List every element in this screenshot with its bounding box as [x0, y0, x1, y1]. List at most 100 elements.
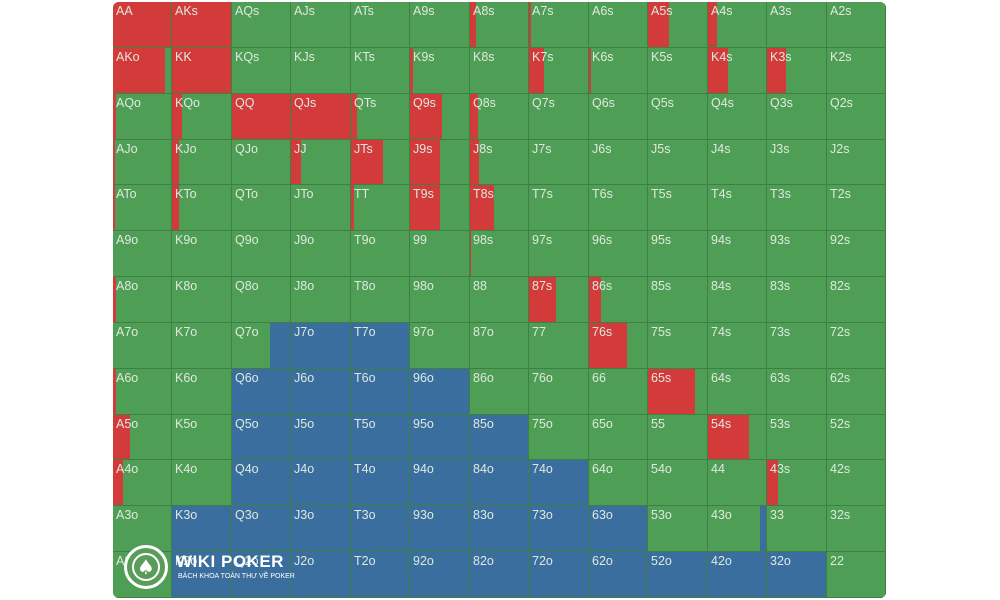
hand-cell-Q3s[interactable]: Q3s [767, 94, 827, 140]
hand-cell-A6s[interactable]: A6s [589, 2, 648, 48]
hand-cell-42s[interactable]: 42s [827, 460, 886, 506]
hand-cell-T4o[interactable]: T4o [351, 460, 410, 506]
hand-cell-98o[interactable]: 98o [410, 277, 470, 323]
hand-cell-J9s[interactable]: J9s [410, 140, 470, 185]
hand-cell-74s[interactable]: 74s [708, 323, 767, 369]
hand-cell-97s[interactable]: 97s [529, 231, 589, 277]
hand-cell-K5s[interactable]: K5s [648, 48, 708, 94]
hand-cell-32o[interactable]: 32o [767, 552, 827, 598]
hand-cell-K8s[interactable]: K8s [470, 48, 529, 94]
hand-cell-86s[interactable]: 86s [589, 277, 648, 323]
hand-cell-76o[interactable]: 76o [529, 369, 589, 415]
hand-cell-KTo[interactable]: KTo [172, 185, 232, 231]
hand-cell-42o[interactable]: 42o [708, 552, 767, 598]
hand-cell-85s[interactable]: 85s [648, 277, 708, 323]
hand-cell-KK[interactable]: KK [172, 48, 232, 94]
hand-cell-A7o[interactable]: A7o [113, 323, 172, 369]
hand-cell-A4s[interactable]: A4s [708, 2, 767, 48]
hand-cell-QQ[interactable]: QQ [232, 94, 291, 140]
hand-cell-J6s[interactable]: J6s [589, 140, 648, 185]
hand-cell-76s[interactable]: 76s [589, 323, 648, 369]
hand-cell-93o[interactable]: 93o [410, 506, 470, 552]
hand-cell-63s[interactable]: 63s [767, 369, 827, 415]
hand-cell-Q6s[interactable]: Q6s [589, 94, 648, 140]
hand-cell-A9s[interactable]: A9s [410, 2, 470, 48]
hand-cell-84s[interactable]: 84s [708, 277, 767, 323]
hand-cell-A8s[interactable]: A8s [470, 2, 529, 48]
hand-cell-ATs[interactable]: ATs [351, 2, 410, 48]
hand-cell-T2o[interactable]: T2o [351, 552, 410, 598]
hand-cell-QTs[interactable]: QTs [351, 94, 410, 140]
hand-cell-64o[interactable]: 64o [589, 460, 648, 506]
hand-cell-T8o[interactable]: T8o [351, 277, 410, 323]
hand-cell-87s[interactable]: 87s [529, 277, 589, 323]
hand-cell-55[interactable]: 55 [648, 415, 708, 460]
hand-cell-A3o[interactable]: A3o [113, 506, 172, 552]
hand-cell-85o[interactable]: 85o [470, 415, 529, 460]
hand-cell-K6s[interactable]: K6s [589, 48, 648, 94]
hand-cell-97o[interactable]: 97o [410, 323, 470, 369]
hand-cell-T9o[interactable]: T9o [351, 231, 410, 277]
hand-cell-J2o[interactable]: J2o [291, 552, 351, 598]
hand-cell-52s[interactable]: 52s [827, 415, 886, 460]
hand-cell-T8s[interactable]: T8s [470, 185, 529, 231]
hand-cell-22[interactable]: 22 [827, 552, 886, 598]
hand-cell-63o[interactable]: 63o [589, 506, 648, 552]
hand-cell-53s[interactable]: 53s [767, 415, 827, 460]
hand-cell-AJs[interactable]: AJs [291, 2, 351, 48]
hand-cell-K2o[interactable]: K2o [172, 552, 232, 598]
hand-cell-T5s[interactable]: T5s [648, 185, 708, 231]
hand-cell-KJs[interactable]: KJs [291, 48, 351, 94]
hand-cell-TT[interactable]: TT [351, 185, 410, 231]
hand-cell-AKo[interactable]: AKo [113, 48, 172, 94]
hand-cell-53o[interactable]: 53o [648, 506, 708, 552]
hand-cell-QJs[interactable]: QJs [291, 94, 351, 140]
hand-cell-J7o[interactable]: J7o [291, 323, 351, 369]
hand-cell-73o[interactable]: 73o [529, 506, 589, 552]
hand-cell-95s[interactable]: 95s [648, 231, 708, 277]
hand-cell-A8o[interactable]: A8o [113, 277, 172, 323]
hand-cell-65s[interactable]: 65s [648, 369, 708, 415]
hand-cell-Q8s[interactable]: Q8s [470, 94, 529, 140]
hand-cell-72o[interactable]: 72o [529, 552, 589, 598]
hand-cell-T3o[interactable]: T3o [351, 506, 410, 552]
hand-cell-82o[interactable]: 82o [470, 552, 529, 598]
hand-cell-74o[interactable]: 74o [529, 460, 589, 506]
hand-cell-J3o[interactable]: J3o [291, 506, 351, 552]
hand-cell-QJo[interactable]: QJo [232, 140, 291, 185]
hand-cell-K3s[interactable]: K3s [767, 48, 827, 94]
hand-cell-44[interactable]: 44 [708, 460, 767, 506]
hand-cell-T7o[interactable]: T7o [351, 323, 410, 369]
hand-cell-88[interactable]: 88 [470, 277, 529, 323]
hand-cell-99[interactable]: 99 [410, 231, 470, 277]
hand-cell-Q2s[interactable]: Q2s [827, 94, 886, 140]
hand-cell-33[interactable]: 33 [767, 506, 827, 552]
hand-cell-A9o[interactable]: A9o [113, 231, 172, 277]
hand-cell-J3s[interactable]: J3s [767, 140, 827, 185]
hand-cell-87o[interactable]: 87o [470, 323, 529, 369]
hand-cell-82s[interactable]: 82s [827, 277, 886, 323]
hand-cell-Q5o[interactable]: Q5o [232, 415, 291, 460]
hand-cell-J6o[interactable]: J6o [291, 369, 351, 415]
hand-cell-K6o[interactable]: K6o [172, 369, 232, 415]
hand-cell-K8o[interactable]: K8o [172, 277, 232, 323]
hand-cell-Q3o[interactable]: Q3o [232, 506, 291, 552]
hand-cell-J9o[interactable]: J9o [291, 231, 351, 277]
hand-cell-54o[interactable]: 54o [648, 460, 708, 506]
hand-cell-83s[interactable]: 83s [767, 277, 827, 323]
hand-cell-A6o[interactable]: A6o [113, 369, 172, 415]
hand-cell-92o[interactable]: 92o [410, 552, 470, 598]
hand-cell-84o[interactable]: 84o [470, 460, 529, 506]
hand-cell-Q9o[interactable]: Q9o [232, 231, 291, 277]
hand-cell-66[interactable]: 66 [589, 369, 648, 415]
hand-cell-QTo[interactable]: QTo [232, 185, 291, 231]
hand-cell-86o[interactable]: 86o [470, 369, 529, 415]
hand-cell-KTs[interactable]: KTs [351, 48, 410, 94]
hand-cell-65o[interactable]: 65o [589, 415, 648, 460]
hand-cell-KQo[interactable]: KQo [172, 94, 232, 140]
hand-cell-AA[interactable]: AA [113, 2, 172, 48]
hand-cell-Q8o[interactable]: Q8o [232, 277, 291, 323]
hand-cell-Q6o[interactable]: Q6o [232, 369, 291, 415]
hand-cell-JJ[interactable]: JJ [291, 140, 351, 185]
hand-cell-T9s[interactable]: T9s [410, 185, 470, 231]
